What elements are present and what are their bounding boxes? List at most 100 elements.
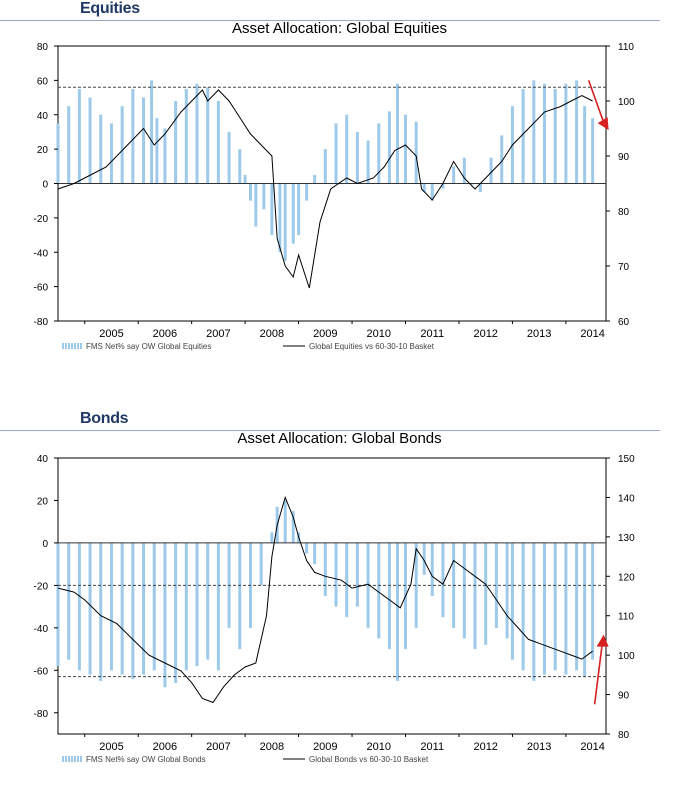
bar-mark <box>334 123 338 184</box>
bar-mark <box>77 88 81 184</box>
bar-mark <box>109 123 113 184</box>
bonds-chart: 40 20 0 -20 -40 -60 -80 150 140 130 120 110 100 90 80 2… <box>34 454 636 764</box>
right-axis-tick-label: 130 <box>618 533 635 544</box>
legend-line-label: Global Equities vs 60-30-10 Basket <box>309 342 435 351</box>
bar-mark <box>254 183 258 227</box>
bar-mark <box>478 183 482 193</box>
x-axis-tick-label: 2005 <box>99 741 123 753</box>
bar-mark <box>395 542 399 681</box>
x-axis-tick-label: 2009 <box>313 741 337 753</box>
bar-mark <box>591 542 595 660</box>
bar-mark <box>67 106 71 184</box>
bar-mark <box>532 80 536 184</box>
left-axis-tick-label: 60 <box>37 76 49 87</box>
bar-mark <box>88 542 92 675</box>
bar-mark <box>462 157 466 184</box>
bar-mark <box>387 111 391 184</box>
legend-bar-swatch <box>62 343 82 349</box>
bar-mark <box>430 542 434 596</box>
bar-mark <box>163 128 167 184</box>
legend-line-label: Global Bonds vs 60-30-10 Basket <box>309 755 429 764</box>
bar-mark <box>543 83 547 184</box>
x-axis-tick-label: 2009 <box>313 328 337 340</box>
x-axis-tick-label: 2011 <box>420 328 444 340</box>
legend-bar-swatch <box>62 756 82 762</box>
x-axis-tick-label: 2013 <box>527 741 551 753</box>
equities-section-label: Equities <box>80 0 140 17</box>
right-axis-tick-label: 120 <box>618 572 635 583</box>
bonds-chart-title: Asset Allocation: Global Bonds <box>237 430 442 447</box>
bar-mark <box>510 542 514 660</box>
bar-mark <box>297 183 301 236</box>
bar-mark <box>305 183 309 201</box>
bar-mark <box>56 542 60 667</box>
left-axis-tick-label: -40 <box>34 624 49 635</box>
bar-mark <box>422 183 426 193</box>
bar-mark <box>238 542 242 650</box>
left-axis-tick-label: -80 <box>34 709 49 720</box>
bar-mark <box>174 101 178 184</box>
bar-mark <box>77 542 81 671</box>
bar-mark <box>494 542 498 628</box>
equities-chart-title: Asset Allocation: Global Equities <box>231 20 448 37</box>
bar-mark <box>404 114 408 184</box>
bar-mark <box>120 106 124 184</box>
left-axis-tick-label: -20 <box>34 214 49 225</box>
bar-mark <box>67 542 71 660</box>
bar-mark <box>142 542 146 675</box>
bar-mark <box>345 114 349 184</box>
x-axis-tick-label: 2014 <box>580 741 604 753</box>
left-axis-tick-label: 0 <box>42 180 48 191</box>
bar-mark <box>366 140 370 184</box>
bonds-section-header: Bonds <box>0 410 660 431</box>
left-axis-tick-label: 0 <box>42 539 48 550</box>
bar-mark <box>583 542 587 677</box>
x-axis-tick-label: 2012 <box>473 741 497 753</box>
bar-mark <box>131 88 135 184</box>
right-axis-tick-label: 70 <box>618 262 630 273</box>
left-axis-tick-label: 40 <box>37 111 49 122</box>
x-axis-tick-label: 2006 <box>153 328 177 340</box>
bar-mark <box>88 97 92 184</box>
bar-mark <box>313 542 317 565</box>
bar-mark <box>278 183 282 253</box>
bar-mark <box>532 542 536 681</box>
bar-mark <box>355 542 359 607</box>
bar-mark <box>313 174 317 184</box>
bar-mark <box>553 542 557 671</box>
x-axis-tick-label: 2005 <box>99 328 123 340</box>
bar-mark <box>206 542 210 660</box>
right-axis-tick-label: 100 <box>618 97 635 108</box>
right-axis-tick-label: 110 <box>618 612 634 623</box>
bar-mark <box>238 149 242 184</box>
bar-mark <box>283 500 287 543</box>
x-axis-tick-label: 2008 <box>260 741 284 753</box>
bar-mark <box>152 542 156 671</box>
bar-mark <box>243 174 247 184</box>
bar-mark <box>131 542 135 679</box>
x-axis-tick-label: 2014 <box>580 328 604 340</box>
x-axis-tick-label: 2012 <box>473 328 497 340</box>
right-axis-tick-label: 110 <box>618 42 634 53</box>
x-axis-tick-label: 2010 <box>367 328 391 340</box>
bar-mark <box>142 97 146 184</box>
red-arrow-down-icon <box>587 80 609 131</box>
bar-mark <box>323 149 327 184</box>
bar-mark <box>99 114 103 184</box>
right-axis-tick-label: 140 <box>618 493 635 504</box>
bar-mark <box>395 83 399 184</box>
right-axis-tick-label: 90 <box>618 691 630 702</box>
bar-mark <box>543 542 547 675</box>
bar-mark <box>377 123 381 184</box>
bar-mark <box>334 542 338 607</box>
bar-mark <box>422 542 426 575</box>
bar-mark <box>484 542 488 645</box>
bar-mark <box>184 542 188 671</box>
x-axis-tick-label: 2010 <box>367 741 391 753</box>
bar-mark <box>184 88 188 184</box>
bar-mark <box>345 542 349 618</box>
left-axis-tick-label: -20 <box>34 581 49 592</box>
bar-mark <box>155 118 159 184</box>
bar-mark <box>174 542 178 684</box>
bar-mark <box>206 87 210 184</box>
